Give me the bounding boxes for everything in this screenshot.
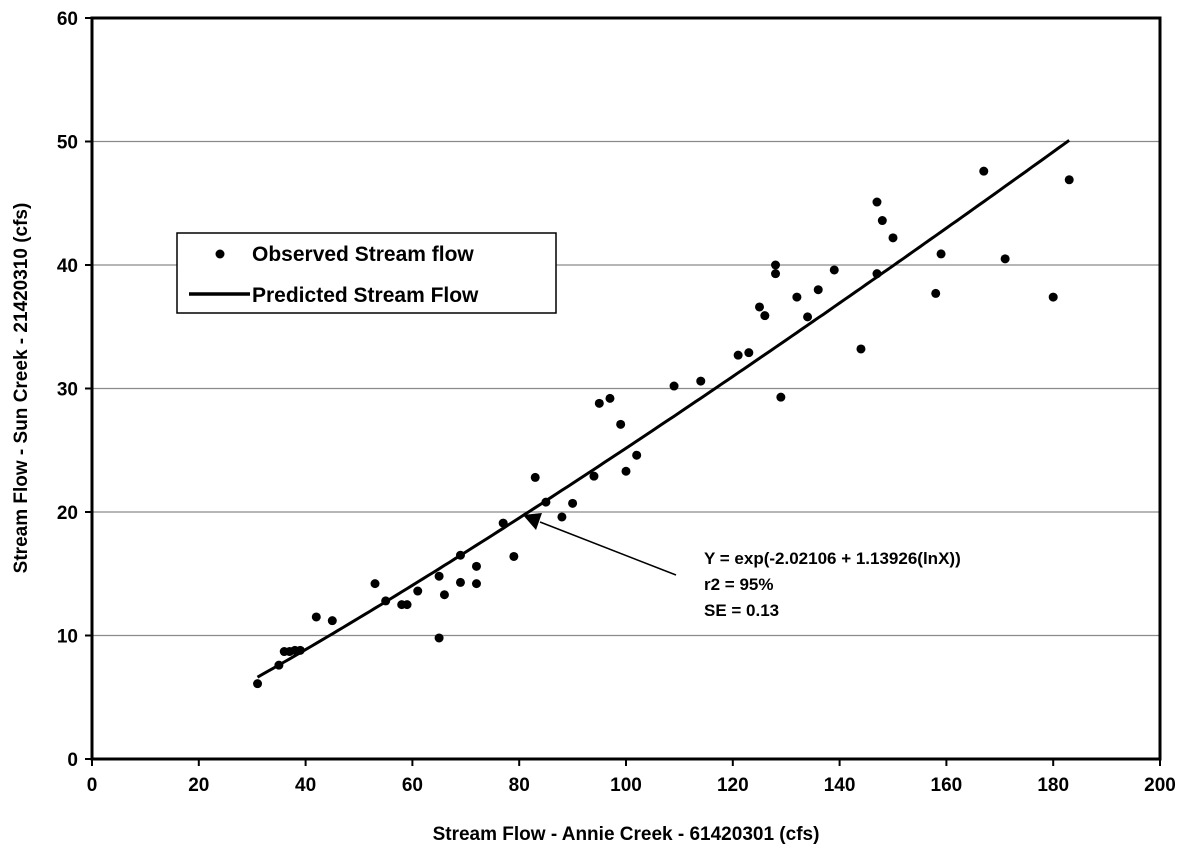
observed-point xyxy=(605,393,615,403)
observed-point xyxy=(311,612,321,622)
observed-point xyxy=(744,348,754,358)
observed-point xyxy=(936,249,946,259)
legend-box xyxy=(176,232,557,314)
x-tick-label: 180 xyxy=(1037,775,1069,796)
annotation-arrow-head xyxy=(523,513,542,530)
y-tick-label: 50 xyxy=(57,133,78,154)
y-axis-label: Stream Flow - Sun Creek - 21420310 (cfs) xyxy=(11,203,32,574)
x-tick-label: 20 xyxy=(188,775,209,796)
x-tick-label: 140 xyxy=(824,775,856,796)
gridlines xyxy=(92,140,1160,637)
observed-point xyxy=(589,471,599,481)
observed-point xyxy=(829,265,839,275)
observed-point xyxy=(509,551,519,561)
observed-point xyxy=(1000,254,1010,264)
observed-point xyxy=(327,616,337,626)
y-tick-label: 20 xyxy=(57,503,78,524)
legend-label-predicted: Predicted Stream Flow xyxy=(252,284,479,307)
observed-point xyxy=(979,166,989,176)
y-tick-label: 0 xyxy=(67,750,78,771)
observed-point xyxy=(557,512,567,522)
observed-point xyxy=(696,376,706,386)
observed-point xyxy=(413,586,423,596)
x-tick-label: 200 xyxy=(1144,775,1176,796)
legend-marker-observed xyxy=(215,249,225,259)
observed-point xyxy=(530,472,540,482)
observed-point xyxy=(370,579,380,589)
observed-point xyxy=(771,269,781,279)
observed-point xyxy=(931,288,941,298)
data-series xyxy=(253,139,1074,689)
y-tick-label: 10 xyxy=(57,627,78,648)
equation-annotation: Y = exp(-2.02106 + 1.13926(lnX)) r2 = 95… xyxy=(523,513,961,620)
y-tick-label: 40 xyxy=(57,256,78,277)
observed-point xyxy=(771,260,781,270)
y-tick-label: 60 xyxy=(57,9,78,30)
observed-point xyxy=(434,633,444,643)
observed-point xyxy=(439,590,449,600)
observed-point xyxy=(733,350,743,360)
x-tick-label: 120 xyxy=(717,775,749,796)
axis-ticks: 0 10 20 30 40 50 60 0 20 40 60 80 100 120 140 160 180 200 xyxy=(57,9,1176,796)
legend-label-observed: Observed Stream flow xyxy=(252,243,474,266)
observed-point xyxy=(471,561,481,571)
r2-text: r2 = 95% xyxy=(704,575,773,594)
se-text: SE = 0.13 xyxy=(704,601,779,620)
observed-point xyxy=(803,312,813,322)
observed-point xyxy=(568,498,578,508)
observed-point xyxy=(755,302,764,312)
observed-point xyxy=(776,392,786,402)
x-tick-label: 40 xyxy=(295,775,316,796)
x-tick-label: 0 xyxy=(87,775,98,796)
observed-point xyxy=(792,292,802,302)
observed-point xyxy=(1048,292,1058,302)
x-tick-label: 80 xyxy=(509,775,530,796)
annotation-arrow xyxy=(539,521,677,576)
observed-point xyxy=(434,571,444,581)
predicted-line xyxy=(256,139,1071,679)
y-tick-label: 30 xyxy=(57,380,78,401)
x-tick-label: 160 xyxy=(931,775,963,796)
observed-point xyxy=(253,679,263,689)
equation-text: Y = exp(-2.02106 + 1.13926(lnX)) xyxy=(704,549,961,568)
observed-point xyxy=(760,311,770,321)
legend: Observed Stream flow Predicted Stream Fl… xyxy=(176,232,557,314)
observed-point xyxy=(669,381,679,391)
observed-point xyxy=(1064,175,1074,185)
x-tick-label: 60 xyxy=(402,775,423,796)
x-axis-label: Stream Flow - Annie Creek - 61420301 (cf… xyxy=(433,824,820,845)
observed-point xyxy=(594,398,604,408)
observed-point xyxy=(877,216,887,226)
observed-point xyxy=(872,197,882,207)
observed-point xyxy=(856,344,866,354)
observed-point xyxy=(402,600,412,610)
observed-point xyxy=(621,466,631,476)
observed-point xyxy=(813,285,823,295)
observed-point xyxy=(632,450,642,460)
observed-point xyxy=(455,577,465,587)
x-tick-label: 100 xyxy=(610,775,642,796)
observed-point xyxy=(616,419,626,429)
observed-point xyxy=(471,579,481,589)
observed-point xyxy=(888,233,898,243)
